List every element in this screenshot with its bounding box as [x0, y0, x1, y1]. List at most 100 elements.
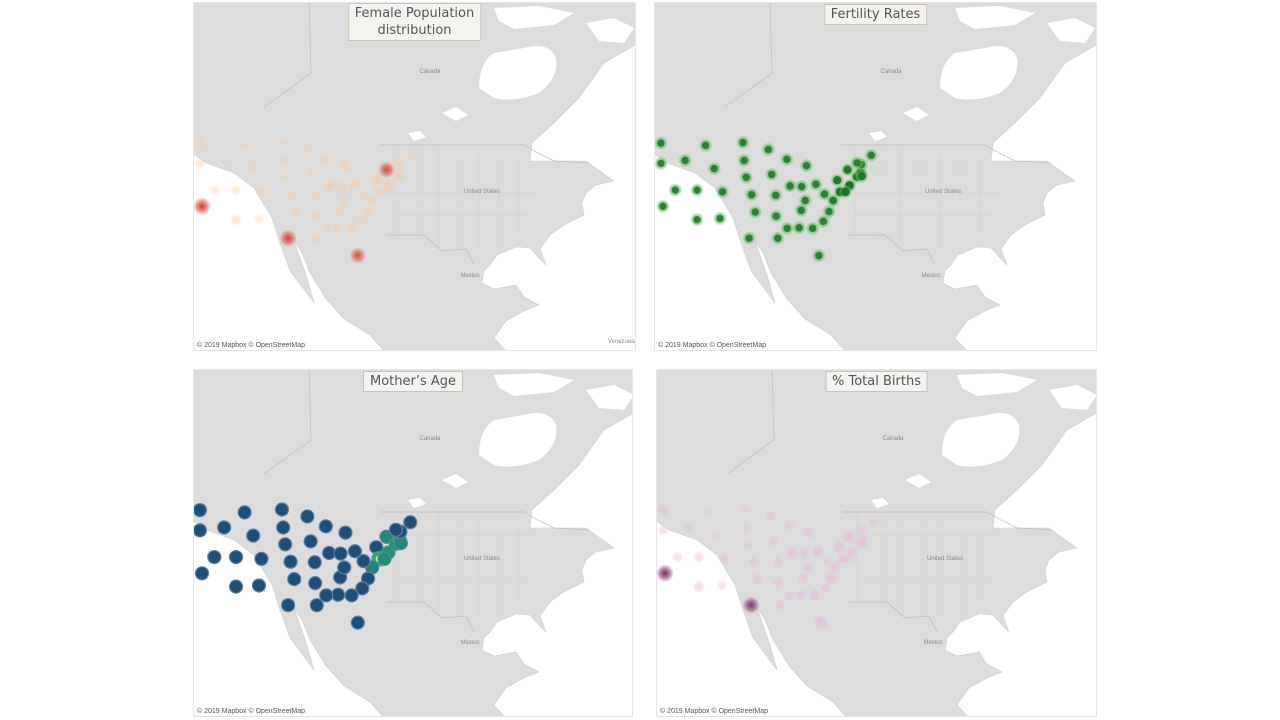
marker-oregon[interactable] — [657, 524, 669, 537]
marker-arkansas[interactable] — [772, 577, 784, 589]
marker-west-virginia[interactable] — [358, 188, 369, 200]
marker-oklahoma[interactable] — [751, 573, 764, 586]
marker-kansas[interactable] — [284, 189, 297, 201]
marker-new-mexico[interactable] — [251, 578, 267, 593]
marker-north-carolina[interactable] — [824, 571, 838, 586]
marker-south-dakota[interactable] — [740, 522, 752, 533]
marker-oregon[interactable] — [194, 523, 208, 538]
marker-idaho[interactable] — [217, 520, 232, 535]
marker-illinois[interactable] — [322, 179, 337, 193]
marker-alabama[interactable] — [331, 587, 346, 602]
marker-iowa[interactable] — [305, 168, 317, 180]
marker-california[interactable] — [194, 566, 210, 581]
marker-mississippi[interactable] — [320, 222, 332, 234]
marker-florida[interactable] — [813, 615, 829, 630]
marker-wisconsin[interactable] — [319, 153, 332, 166]
map-credit[interactable]: © 2019 Mapbox © OpenStreetMap — [660, 708, 768, 715]
marker-wyoming[interactable] — [246, 528, 261, 543]
marker-north-dakota[interactable] — [739, 504, 751, 515]
marker-georgia[interactable] — [344, 221, 359, 236]
marker-indiana[interactable] — [797, 547, 810, 560]
marker-north-dakota[interactable] — [274, 502, 290, 517]
marker-minnesota[interactable] — [300, 509, 315, 524]
marker-nebraska[interactable] — [279, 171, 291, 183]
marker-new-mexico[interactable] — [716, 579, 728, 592]
marker-maine[interactable] — [404, 149, 416, 161]
marker-virginia[interactable] — [365, 194, 379, 207]
marker-nevada[interactable] — [207, 549, 222, 565]
marker-nebraska[interactable] — [742, 538, 754, 550]
marker-kentucky[interactable] — [338, 194, 351, 207]
marker-indiana[interactable] — [334, 180, 347, 193]
marker-florida[interactable] — [349, 247, 366, 264]
marker-oklahoma[interactable] — [287, 572, 302, 587]
marker-texas[interactable] — [742, 596, 760, 614]
marker-arkansas[interactable] — [308, 576, 323, 591]
marker-arizona[interactable] — [228, 579, 244, 594]
marker-indiana[interactable] — [333, 546, 348, 561]
marker-wisconsin[interactable] — [318, 519, 333, 534]
marker-rhode-island[interactable] — [858, 537, 870, 549]
marker-west-virginia[interactable] — [356, 554, 371, 569]
marker-rhode-island[interactable] — [395, 170, 407, 182]
marker-louisiana[interactable] — [310, 232, 323, 245]
marker-new-york[interactable] — [842, 529, 857, 544]
marker-nevada[interactable] — [208, 184, 220, 196]
marker-kansas[interactable] — [747, 555, 760, 568]
marker-montana[interactable] — [702, 507, 714, 518]
map-panel-total-births[interactable]: Canada United States Mexico % Total Births… — [656, 369, 1097, 717]
marker-wyoming[interactable] — [711, 530, 722, 541]
basemap[interactable]: Canada United States Mexico Venezuela — [194, 3, 635, 350]
marker-ohio[interactable] — [347, 177, 362, 192]
map-panel-fertility-rates[interactable]: Canada United States Mexico Fertility Rate… — [654, 2, 1097, 351]
marker-louisiana[interactable] — [309, 598, 324, 613]
map-credit[interactable]: © 2019 Mapbox © OpenStreetMap — [197, 708, 305, 715]
marker-michigan[interactable] — [338, 525, 353, 540]
marker-florida[interactable] — [350, 615, 365, 630]
basemap[interactable]: Canada United States Mexico — [657, 370, 1096, 716]
marker-california[interactable] — [194, 197, 211, 216]
map-credit[interactable]: © 2019 Mapbox © OpenStreetMap — [658, 342, 766, 349]
marker-colorado[interactable] — [254, 551, 269, 566]
marker-tennessee[interactable] — [333, 204, 347, 217]
marker-delaware[interactable] — [842, 553, 853, 565]
marker-pennsylvania[interactable] — [369, 173, 384, 188]
marker-south-dakota[interactable] — [277, 155, 289, 166]
marker-montana[interactable] — [237, 505, 252, 520]
map-panel-female-population[interactable]: Canada United States Mexico Venezuela Femal… — [193, 2, 636, 351]
marker-illinois[interactable] — [785, 546, 799, 560]
marker-colorado[interactable] — [255, 185, 268, 198]
marker-north-dakota[interactable] — [276, 137, 288, 148]
marker-alabama[interactable] — [332, 221, 345, 234]
marker-utah[interactable] — [693, 551, 706, 564]
marker-wyoming[interactable] — [248, 163, 259, 174]
marker-nebraska[interactable] — [278, 537, 293, 552]
marker-california[interactable] — [657, 564, 674, 583]
marker-minnesota[interactable] — [301, 143, 314, 156]
marker-ohio[interactable] — [811, 544, 825, 558]
marker-montana[interactable] — [239, 140, 250, 151]
basemap[interactable]: Canada United States Mexico — [194, 370, 632, 716]
marker-iowa[interactable] — [303, 534, 318, 549]
marker-new-york[interactable] — [378, 161, 395, 179]
marker-wisconsin[interactable] — [782, 520, 795, 533]
marker-utah[interactable] — [230, 184, 242, 196]
marker-michigan[interactable] — [338, 159, 353, 173]
map-panel-mothers-age[interactable]: Canada United States Mexico Mother’s Age ©… — [193, 369, 633, 717]
marker-missouri[interactable] — [308, 189, 321, 202]
marker-texas[interactable] — [280, 598, 296, 613]
marker-maine[interactable] — [403, 515, 418, 530]
marker-missouri[interactable] — [307, 555, 322, 570]
marker-michigan[interactable] — [802, 526, 815, 540]
marker-utah[interactable] — [228, 549, 244, 565]
marker-colorado[interactable] — [718, 552, 731, 565]
marker-mississippi[interactable] — [783, 589, 796, 602]
marker-north-carolina[interactable] — [361, 204, 375, 219]
marker-washington[interactable] — [194, 136, 207, 150]
marker-arkansas[interactable] — [309, 210, 321, 222]
marker-washington[interactable] — [194, 502, 208, 518]
marker-south-dakota[interactable] — [276, 520, 291, 535]
marker-delaware[interactable] — [379, 186, 390, 198]
marker-oklahoma[interactable] — [288, 206, 301, 218]
marker-washington[interactable] — [657, 503, 670, 517]
